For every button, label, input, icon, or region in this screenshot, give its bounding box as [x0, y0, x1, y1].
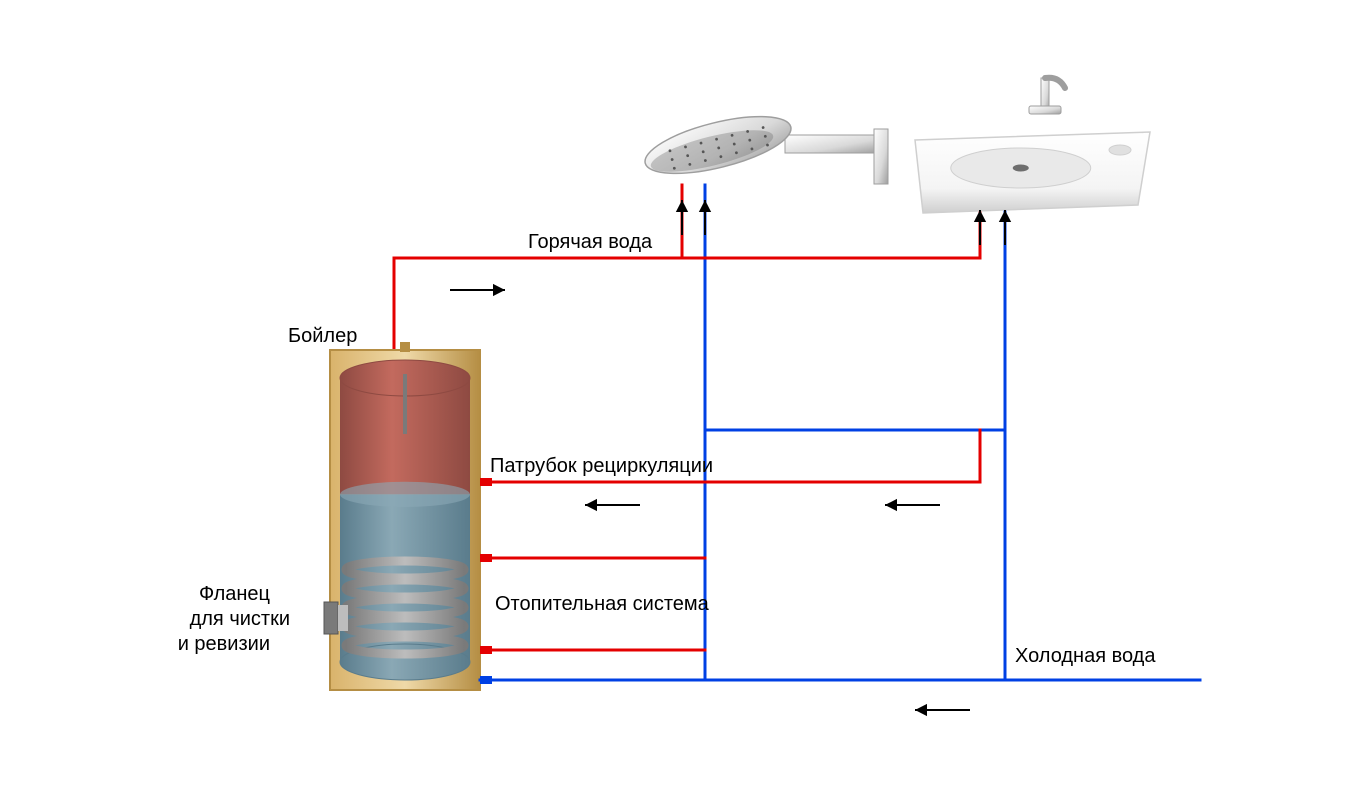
flange-label: Фланец — [199, 583, 270, 605]
sink-fixture — [915, 78, 1150, 213]
flow-arrow-head — [885, 499, 897, 511]
flow-arrow-head — [974, 210, 986, 222]
flow-arrow-head — [915, 704, 927, 716]
cold-water-label: Холодная вода — [1015, 645, 1156, 667]
flange-label: и ревизии — [178, 633, 270, 655]
boiler-nozzle — [480, 554, 492, 562]
recirc-label: Патрубок рециркуляции — [490, 455, 713, 477]
boiler-nozzle — [480, 478, 492, 486]
hot-water-label: Горячая вода — [528, 231, 653, 253]
flow-arrow-head — [493, 284, 505, 296]
shower-fixture — [640, 105, 888, 185]
flow-arrow-head — [999, 210, 1011, 222]
heating-label: Отопительная система — [495, 593, 710, 615]
boiler-nozzle — [480, 646, 492, 654]
flange-label: для чистки — [190, 608, 290, 630]
boiler-flange — [324, 602, 338, 634]
flow-arrow-head — [676, 200, 688, 212]
boiler — [324, 342, 492, 690]
flow-arrow-head — [699, 200, 711, 212]
flow-arrow-head — [585, 499, 597, 511]
boiler-label: Бойлер — [288, 325, 357, 347]
